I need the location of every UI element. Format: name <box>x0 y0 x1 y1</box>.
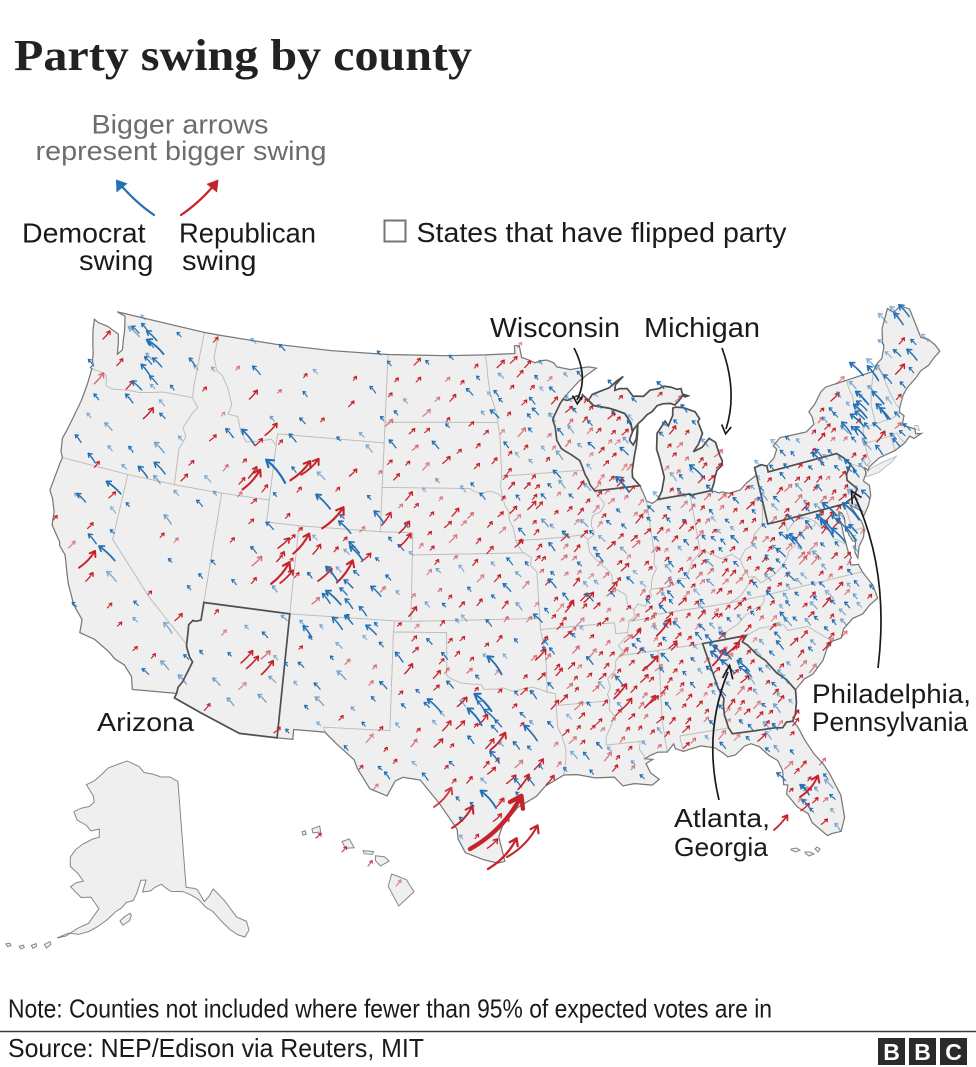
svg-text:Georgia: Georgia <box>674 832 769 862</box>
svg-text:swing: swing <box>182 245 257 276</box>
svg-text:Michigan: Michigan <box>644 312 760 343</box>
svg-text:Pennsylvania: Pennsylvania <box>812 707 969 737</box>
svg-text:Party swing by county: Party swing by county <box>14 30 472 80</box>
svg-text:Philadelphia,: Philadelphia, <box>812 679 971 709</box>
svg-text:Source: NEP/Edison via Reuters: Source: NEP/Edison via Reuters, MIT <box>8 1033 424 1063</box>
svg-text:Republican: Republican <box>179 218 316 249</box>
svg-text:B: B <box>914 1039 931 1065</box>
svg-text:C: C <box>945 1039 962 1065</box>
svg-text:B: B <box>883 1039 900 1065</box>
svg-text:Note: Counties not included wh: Note: Counties not included where fewer … <box>8 994 772 1024</box>
svg-text:Wisconsin: Wisconsin <box>490 312 620 343</box>
svg-text:Bigger arrows: Bigger arrows <box>92 110 269 140</box>
svg-text:swing: swing <box>79 245 154 276</box>
svg-text:represent bigger swing: represent bigger swing <box>36 136 327 166</box>
svg-text:Atlanta,: Atlanta, <box>674 803 770 833</box>
svg-text:Arizona: Arizona <box>97 707 195 737</box>
svg-text:Democrat: Democrat <box>22 218 146 249</box>
svg-text:States that have flipped party: States that have flipped party <box>417 217 787 248</box>
